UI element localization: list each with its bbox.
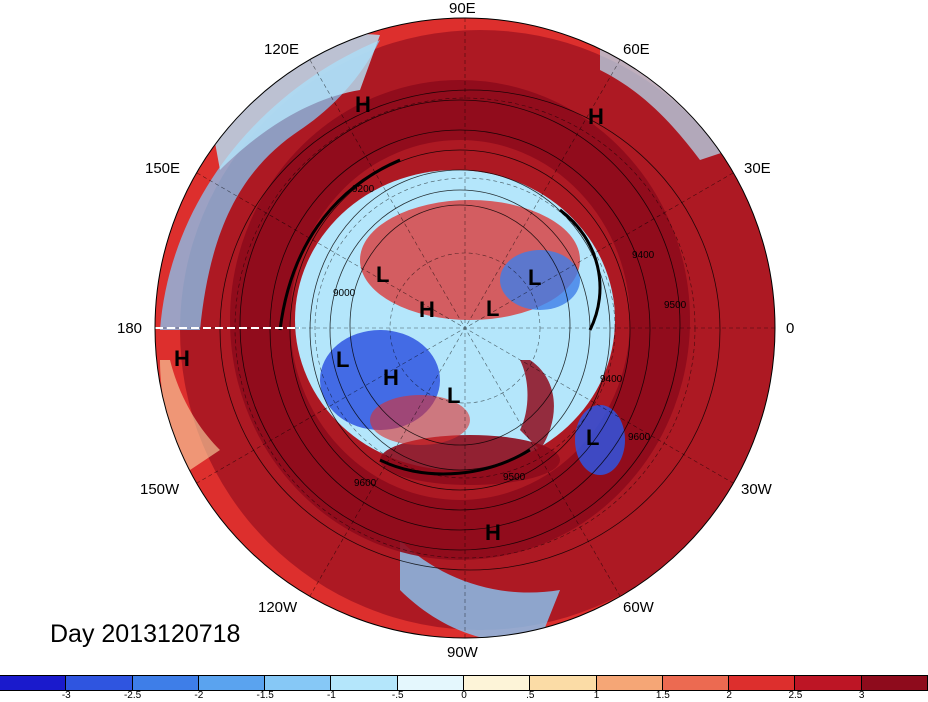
colorbar-swatch <box>132 676 199 690</box>
colorbar-tick-label: 0 <box>461 690 467 701</box>
colorbar-swatch <box>198 676 266 690</box>
low-marker: L <box>486 296 500 321</box>
high-marker: H <box>174 346 190 371</box>
colorbar-tick-label: 1.5 <box>655 690 670 701</box>
high-marker: H <box>485 520 501 545</box>
high-marker: H <box>588 104 604 129</box>
colorbar-swatch <box>397 676 464 690</box>
lon-label-30e: 30E <box>744 160 771 177</box>
colorbar-tick-label: -1 <box>326 690 336 701</box>
lon-label-120w: 120W <box>258 599 298 616</box>
colorbar-swatch <box>795 676 862 690</box>
contour-label: 9000 <box>333 288 356 299</box>
colorbar-tick-label: -3 <box>61 690 71 701</box>
lon-label-180: 180 <box>117 320 143 337</box>
lon-label-150w: 150W <box>140 481 180 498</box>
lon-label-150e: 150E <box>145 160 181 177</box>
colorbar-tick-label: -2.5 <box>123 690 142 701</box>
lon-label-90e: 90E <box>449 0 476 17</box>
colorbar-tick-label: .5 <box>526 690 535 701</box>
low-marker: L <box>586 425 600 450</box>
low-marker: L <box>447 383 461 408</box>
colorbar-swatch <box>463 676 531 690</box>
contour-label: 9500 <box>664 300 687 311</box>
colorbar-tick-label: -2 <box>194 690 204 701</box>
contour-label: 9500 <box>503 472 526 483</box>
lon-label-60w: 60W <box>623 599 654 616</box>
colorbar <box>0 675 928 691</box>
contour-label: 9400 <box>600 374 623 385</box>
colorbar-tick-label: 3 <box>858 690 865 701</box>
colorbar-swatch <box>530 676 597 690</box>
contour-label: 9200 <box>352 184 375 195</box>
colorbar-swatch <box>861 676 928 690</box>
lon-label-60e: 60E <box>623 41 650 58</box>
high-marker: H <box>383 365 399 390</box>
lon-label-90w: 90W <box>447 644 478 661</box>
high-marker: H <box>419 297 435 322</box>
map-boundary <box>154 17 776 639</box>
lon-label-120e: 120E <box>264 41 300 58</box>
colorbar-swatch <box>265 676 332 690</box>
contour-label: 9400 <box>632 250 655 261</box>
high-marker: H <box>355 92 371 117</box>
colorbar-swatch <box>66 676 133 690</box>
lon-label-0: 0 <box>786 320 795 337</box>
contour-label: 9600 <box>354 478 377 489</box>
colorbar-swatch <box>729 676 796 690</box>
colorbar-swatch <box>331 676 398 690</box>
colorbar-swatch <box>662 676 730 690</box>
colorbar-tick-label: 2 <box>726 690 732 701</box>
low-marker: L <box>528 265 542 290</box>
colorbar-swatch <box>0 676 67 690</box>
low-marker: L <box>336 347 350 372</box>
low-marker: L <box>376 262 390 287</box>
map-title: Day 2013120718 <box>50 620 241 648</box>
colorbar-tick-label: 1 <box>593 690 600 701</box>
temperature-anomaly-field <box>155 18 775 638</box>
lon-label-30w: 30W <box>741 481 772 498</box>
colorbar-swatch <box>596 676 663 690</box>
colorbar-tick-label: -.5 <box>391 690 404 701</box>
colorbar-tick-label: -1.5 <box>256 690 274 701</box>
contour-label: 9600 <box>628 432 651 443</box>
colorbar-tick-label: 2.5 <box>788 690 803 701</box>
